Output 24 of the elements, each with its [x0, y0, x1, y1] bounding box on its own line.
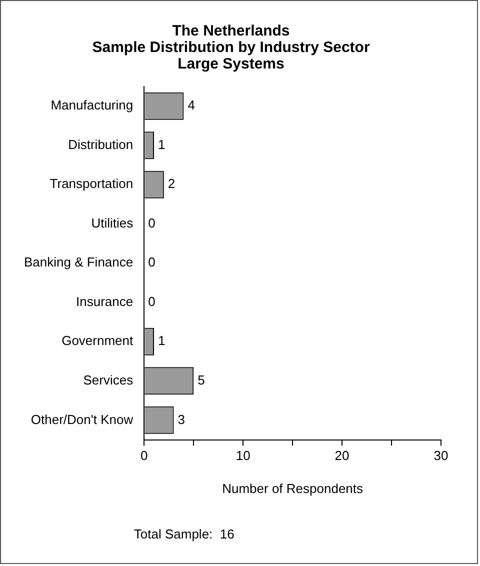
data-label: 0	[148, 294, 156, 309]
y-tick-label: Manufacturing	[50, 98, 134, 113]
x-tick-label: 0	[140, 448, 148, 464]
data-label: 3	[178, 412, 186, 427]
x-tick-label: 10	[236, 448, 250, 464]
text: Total Sample: 16	[134, 526, 234, 542]
data-label: 5	[198, 372, 205, 388]
chart-title: The Netherlands Sample Distribution by Industry Sector Large Systems	[92, 22, 370, 72]
data-label: 0	[148, 215, 156, 230]
y-tick-label: Utilities	[91, 215, 134, 230]
data-label: 4	[188, 98, 195, 113]
x-tick-label: 20	[334, 448, 350, 464]
y-tick-label: Banking & Finance	[24, 254, 134, 270]
y-tick-label: Insurance	[76, 294, 134, 309]
data-label: 2	[168, 176, 176, 192]
x-tick-label: 30	[434, 448, 448, 464]
y-tick-label: Government	[62, 333, 134, 348]
y-tick-label: Distribution	[68, 136, 134, 152]
data-label: 1	[158, 333, 166, 348]
data-label: 1	[158, 136, 166, 152]
y-tick-label: Other/Don't Know	[30, 412, 134, 427]
y-tick-label: Services	[83, 372, 134, 388]
y-tick-label: Transportation	[50, 176, 134, 192]
data-label: 0	[148, 254, 156, 270]
